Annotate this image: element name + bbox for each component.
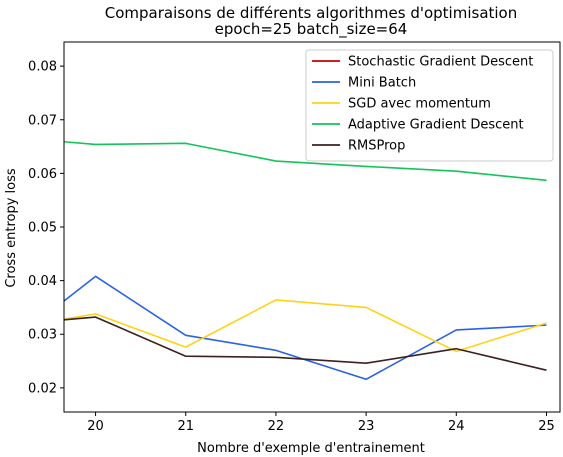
- y-tick-label-6: 0.08: [28, 60, 57, 75]
- x-tick-label-5: 25: [538, 419, 555, 434]
- y-tick-label-3: 0.05: [28, 221, 57, 236]
- plot-area: 20 21 22 23 24 25 0.02 0.03 0.04 0.05 0.06 0.07 0.08: [28, 41, 561, 434]
- x-tick-label-3: 23: [358, 419, 375, 434]
- y-tick-label-4: 0.06: [28, 167, 57, 182]
- x-tick-label-1: 21: [177, 419, 194, 434]
- x-axis-label: Nombre d'exemple d'entrainement: [197, 441, 425, 456]
- series-line-1: [64, 275, 547, 381]
- x-tick-label-0: 20: [87, 419, 104, 434]
- series-line-2: [64, 299, 547, 353]
- x-tick-label-2: 22: [268, 419, 285, 434]
- y-tick-label-1: 0.03: [28, 328, 57, 343]
- legend-label-2: SGD avec momentum: [348, 97, 491, 112]
- chart-title: Comparaisons de différents algorithmes d…: [105, 4, 518, 22]
- y-tick-label-0: 0.02: [28, 381, 57, 396]
- x-tick-label-4: 24: [448, 419, 465, 434]
- y-tick-label-2: 0.04: [28, 274, 57, 289]
- series-line-4: [64, 316, 547, 371]
- legend-box: [305, 49, 554, 162]
- legend: Stochastic Gradient Descent Mini Batch SGD…: [305, 49, 554, 162]
- y-tick-label-5: 0.07: [28, 113, 57, 128]
- legend-label-3: Adaptive Gradient Descent: [348, 118, 524, 133]
- y-axis-label: Cross entropy loss: [4, 168, 19, 288]
- chart-subtitle: epoch=25 batch_size=64: [215, 20, 408, 39]
- legend-label-1: Mini Batch: [348, 76, 416, 91]
- legend-label-4: RMSProp: [348, 139, 405, 154]
- series-line-3: [64, 140, 547, 182]
- legend-label-0: Stochastic Gradient Descent: [348, 55, 533, 70]
